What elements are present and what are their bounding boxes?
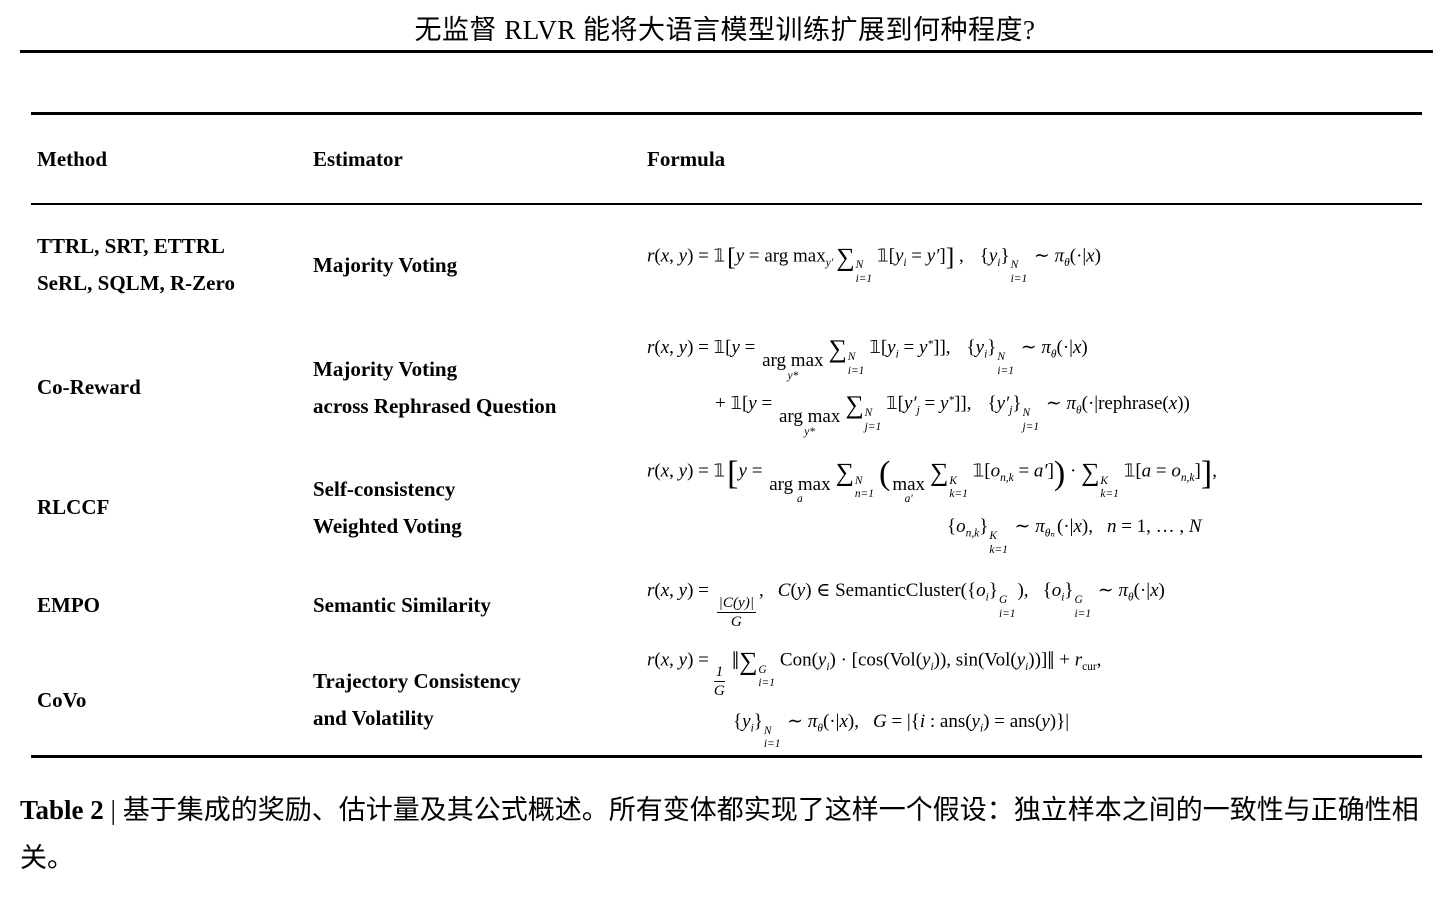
method-cell: CoVo xyxy=(37,687,87,712)
table-row: TTRL, SRT, ETTRL SeRL, SQLM, R-Zero Majo… xyxy=(31,205,1422,325)
estimator-cell: Trajectory Consistency and Volatility xyxy=(313,669,521,730)
formula-cell: r(x, y) = |C(y)| G, C(y) ∈ SemanticCluster… xyxy=(647,579,1422,631)
methods-table: Method Estimator Formula TTRL, SRT, ETTR… xyxy=(31,112,1422,758)
estimator-cell: Semantic Similarity xyxy=(313,592,491,617)
estimator-cell: Self-consistency Weighted Voting xyxy=(313,476,462,538)
table-row: RLCCF Self-consistency Weighted Voting r… xyxy=(31,450,1422,565)
table-row: Co-Reward Majority Voting across Rephras… xyxy=(31,325,1422,450)
column-header-formula: Formula xyxy=(647,146,726,171)
method-cell: Co-Reward xyxy=(37,375,141,400)
table-header-row: Method Estimator Formula xyxy=(31,115,1422,205)
table-row: EMPO Semantic Similarity r(x, y) = |C(y)… xyxy=(31,565,1422,645)
column-header-estimator: Estimator xyxy=(313,146,403,171)
page-title: 无监督 RLVR 能将大语言模型训练扩展到何种程度? xyxy=(414,15,1036,45)
caption-label: Table 2 xyxy=(20,795,104,825)
formula-line: r(x, y) = |C(y)| G, C(y) ∈ SemanticCluster… xyxy=(647,579,1165,630)
table-row: CoVo Trajectory Consistency and Volatili… xyxy=(31,645,1422,755)
table-caption: Table 2 | 基于集成的奖励、估计量及其公式概述。所有变体都实现了这样一个… xyxy=(20,786,1428,882)
method-cell: TTRL, SRT, ETTRL SeRL, SQLM, R-Zero xyxy=(37,234,235,295)
estimator-cell: Majority Voting across Rephrased Questio… xyxy=(313,356,557,418)
method-cell: EMPO xyxy=(37,592,100,617)
method-cell: RLCCF xyxy=(37,495,110,520)
estimator-cell: Majority Voting xyxy=(313,252,458,277)
column-header-method: Method xyxy=(37,146,107,171)
caption-text: | 基于集成的奖励、估计量及其公式概述。所有变体都实现了这样一个假设：独立样本之… xyxy=(20,795,1419,873)
header-rule xyxy=(20,50,1433,53)
